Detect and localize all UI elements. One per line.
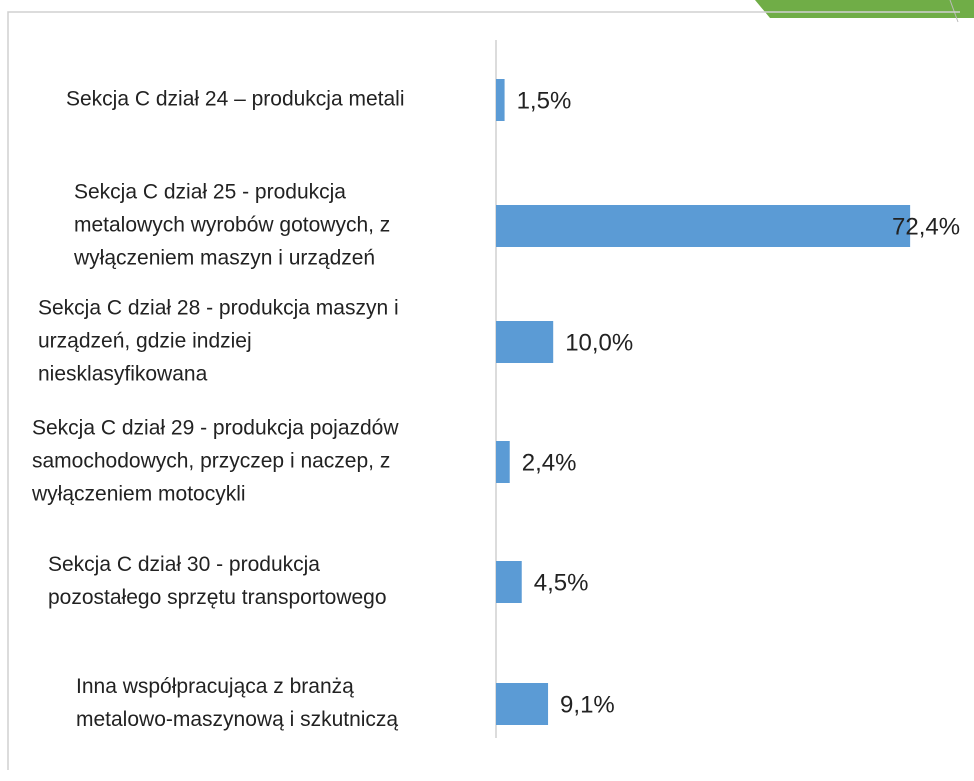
data-label: 4,5% <box>534 569 589 596</box>
bar <box>496 205 911 247</box>
bar <box>496 441 510 483</box>
bar <box>496 79 505 121</box>
category-label: Sekcja C dział 28 - produkcja maszyn i <box>38 297 399 320</box>
data-label: 72,4% <box>892 213 960 240</box>
category-label: wyłączeniem motocykli <box>31 483 246 506</box>
category-label: Sekcja C dział 25 - produkcja <box>74 181 346 204</box>
data-label: 10,0% <box>565 329 633 356</box>
bar <box>496 561 522 603</box>
category-label: Sekcja C dział 24 – produkcja metali <box>66 88 405 111</box>
decoration <box>755 0 974 18</box>
category-label: samochodowych, przyczep i naczep, z <box>32 450 390 473</box>
bar <box>496 321 554 363</box>
category-label: pozostałego sprzętu transportowego <box>48 586 387 609</box>
panel-border <box>7 11 960 770</box>
category-label: niesklasyfikowana <box>38 363 208 386</box>
category-label: urządzeń, gdzie indziej <box>38 330 252 353</box>
bar <box>496 683 549 725</box>
category-label: Sekcja C dział 29 - produkcja pojazdów <box>32 417 399 440</box>
category-label: wyłączeniem maszyn i urządzeń <box>73 247 375 270</box>
decoration-line <box>949 0 959 23</box>
category-label: Inna współpracująca z branżą <box>76 675 354 698</box>
category-label: Sekcja C dział 30 - produkcja <box>48 553 320 576</box>
data-label: 2,4% <box>522 449 577 476</box>
category-label: metalowych wyrobów gotowych, z <box>74 214 390 237</box>
data-label: 9,1% <box>560 691 615 718</box>
data-label: 1,5% <box>517 87 572 114</box>
category-label: metalowo-maszynową i szkutniczą <box>76 708 398 731</box>
